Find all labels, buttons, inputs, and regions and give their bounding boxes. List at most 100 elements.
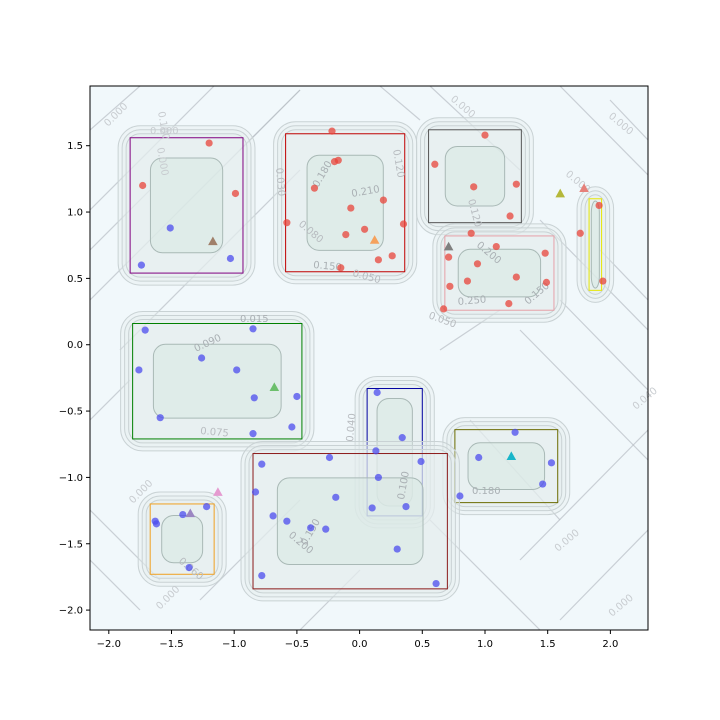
cluster-rectangle xyxy=(252,453,448,590)
contour-line xyxy=(469,419,561,521)
contour-label: 0.150 xyxy=(313,260,342,273)
data-point xyxy=(249,430,257,438)
data-point xyxy=(456,492,464,500)
data-point xyxy=(251,488,260,496)
data-point xyxy=(547,459,556,467)
data-point xyxy=(141,326,149,334)
data-point xyxy=(379,196,388,204)
contour-label: 0.100 xyxy=(396,470,412,500)
data-point xyxy=(417,457,425,466)
x-axis: −2.0 −1.5 −1.0 −0.5 0.0 0.5 1.0 1.5 2.0 xyxy=(97,630,618,650)
data-point xyxy=(431,160,439,168)
contour-halo xyxy=(240,441,460,602)
data-point xyxy=(198,354,206,362)
contour-line xyxy=(90,559,141,611)
contour-halo xyxy=(420,121,530,232)
y-tick-label: −0.5 xyxy=(59,407,83,418)
data-point xyxy=(473,260,482,268)
triangle-marker xyxy=(555,188,566,198)
y-tick-label: −2.0 xyxy=(59,606,83,617)
cluster-rectangles xyxy=(117,117,615,602)
contour-halo xyxy=(125,133,248,278)
cluster-rectangle xyxy=(132,323,303,440)
data-point xyxy=(322,525,330,533)
data-point xyxy=(156,414,164,422)
data-point xyxy=(446,282,454,290)
plot-frame xyxy=(89,85,649,631)
contour-halo xyxy=(277,125,414,281)
y-tick-label: 1.5 xyxy=(67,141,83,152)
y-tick-label: 0.0 xyxy=(67,340,83,351)
contour-inner xyxy=(444,145,506,207)
contour-label: 0.075 xyxy=(200,426,229,439)
data-point xyxy=(347,204,355,212)
data-point xyxy=(307,524,315,532)
triangle-marker xyxy=(506,451,517,461)
triangle-marker xyxy=(208,236,218,246)
contour-line xyxy=(90,509,161,581)
data-point xyxy=(310,184,319,192)
data-point xyxy=(393,545,401,553)
contour-inner xyxy=(152,343,282,419)
data-point xyxy=(374,256,383,264)
contour-label: 0.180 xyxy=(472,486,501,497)
contour-line xyxy=(90,189,151,251)
cluster-rectangle xyxy=(149,503,215,575)
contour-label: 0.210 xyxy=(351,184,381,200)
contour-line xyxy=(90,86,141,131)
data-point xyxy=(231,189,240,198)
x-tick-label: 1.5 xyxy=(540,639,556,650)
contour-halo xyxy=(137,491,227,587)
contour-label: 0.000 xyxy=(154,147,170,177)
x-tick-label: 1.0 xyxy=(477,639,493,650)
data-point xyxy=(137,261,146,269)
data-point xyxy=(512,180,520,188)
contour-label: 0.250 xyxy=(457,295,486,308)
contour-inner xyxy=(590,200,600,289)
cluster-rectangle xyxy=(129,137,244,274)
data-point xyxy=(542,278,551,286)
data-point xyxy=(599,277,607,285)
contour-line xyxy=(519,429,648,561)
data-point xyxy=(334,156,342,164)
contour-line xyxy=(429,86,521,171)
contour-label: 0.015 xyxy=(240,314,269,325)
data-point xyxy=(368,504,376,512)
cluster-rectangle xyxy=(588,198,603,291)
contour-halo xyxy=(120,311,315,452)
data-point xyxy=(475,453,483,462)
data-point xyxy=(511,428,519,436)
data-point xyxy=(250,394,258,402)
contour-line xyxy=(559,529,648,621)
contour-halo xyxy=(424,125,526,228)
data-point xyxy=(373,388,381,397)
contour-line xyxy=(299,569,361,630)
diagonal-contour-lines xyxy=(90,86,648,630)
contour-line xyxy=(379,86,421,121)
contour-line xyxy=(239,89,301,151)
data-point xyxy=(506,212,514,220)
contour-halo xyxy=(576,186,615,303)
contour-label: 0.000 xyxy=(150,126,179,137)
data-point xyxy=(361,225,369,233)
contour-line xyxy=(199,499,301,601)
cluster-rectangle xyxy=(285,133,406,273)
data-point xyxy=(399,220,408,228)
plot-background xyxy=(90,86,648,630)
contour-inner xyxy=(276,477,424,566)
contour-line xyxy=(439,309,501,351)
contour-halo xyxy=(121,129,252,282)
contour-line xyxy=(429,519,541,630)
data-point xyxy=(440,305,448,313)
contour-halo xyxy=(436,227,563,319)
contour-halo xyxy=(117,125,256,286)
contour-halo xyxy=(580,190,611,299)
data-point xyxy=(337,264,345,272)
data-point xyxy=(233,366,241,374)
data-point xyxy=(283,219,291,227)
data-point xyxy=(249,325,257,333)
triangle-marker xyxy=(185,508,196,518)
data-point xyxy=(328,127,336,135)
data-point xyxy=(492,242,500,251)
